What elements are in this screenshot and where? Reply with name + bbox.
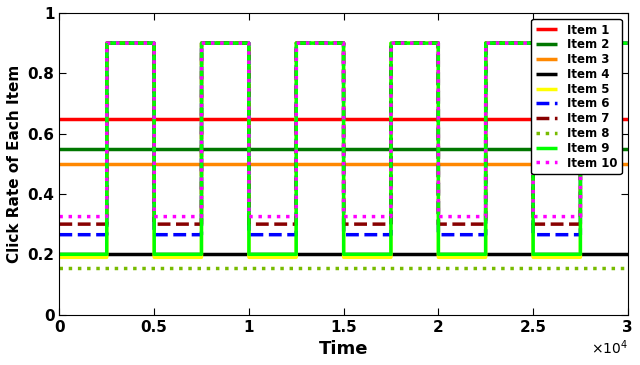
Item 6 (431, 41, 439, 45)
Item 6 (103, 41, 111, 45)
Item 7 (184, 222, 191, 226)
Item 5 (186, 255, 193, 260)
Item 9 (624, 41, 632, 45)
Item 5 (319, 41, 327, 45)
Item 7 (624, 41, 632, 45)
Item 9 (349, 252, 356, 257)
Line: Item 9: Item 9 (60, 43, 628, 254)
Item 10 (103, 41, 111, 45)
Item 7 (536, 222, 543, 226)
Item 10 (184, 214, 191, 219)
Item 6 (319, 41, 327, 45)
Item 10 (349, 214, 356, 219)
Item 7 (431, 41, 439, 45)
Item 9 (431, 41, 439, 45)
Item 5 (103, 41, 111, 45)
Item 7 (319, 41, 327, 45)
Y-axis label: Click Rate of Each Item: Click Rate of Each Item (7, 65, 22, 263)
Item 9 (186, 252, 193, 257)
Item 7 (186, 222, 193, 226)
Item 5 (624, 41, 632, 45)
Legend: Item 1, Item 2, Item 3, Item 4, Item 5, Item 6, Item 7, Item 8, Item 9, Item 10: Item 1, Item 2, Item 3, Item 4, Item 5, … (531, 19, 622, 174)
Item 10 (186, 214, 193, 219)
Item 9 (184, 252, 191, 257)
Item 10 (319, 41, 327, 45)
Item 9 (536, 252, 543, 257)
Line: Item 6: Item 6 (60, 43, 628, 235)
X-axis label: Time: Time (319, 340, 368, 358)
Line: Item 5: Item 5 (60, 43, 628, 257)
Item 7 (103, 41, 111, 45)
Item 9 (319, 41, 327, 45)
Item 5 (349, 255, 356, 260)
Line: Item 7: Item 7 (60, 43, 628, 224)
Item 6 (349, 233, 356, 237)
Item 5 (184, 255, 191, 260)
Text: $\times10^4$: $\times10^4$ (591, 338, 628, 357)
Item 5 (56, 255, 63, 260)
Line: Item 10: Item 10 (60, 43, 628, 216)
Item 6 (184, 233, 191, 237)
Item 10 (431, 41, 439, 45)
Item 7 (349, 222, 356, 226)
Item 10 (624, 41, 632, 45)
Item 6 (624, 41, 632, 45)
Item 10 (536, 214, 543, 219)
Item 7 (56, 222, 63, 226)
Item 6 (186, 233, 193, 237)
Item 9 (103, 41, 111, 45)
Item 10 (56, 214, 63, 219)
Item 6 (536, 233, 543, 237)
Item 9 (56, 252, 63, 257)
Item 5 (536, 255, 543, 260)
Item 5 (431, 41, 439, 45)
Item 6 (56, 233, 63, 237)
